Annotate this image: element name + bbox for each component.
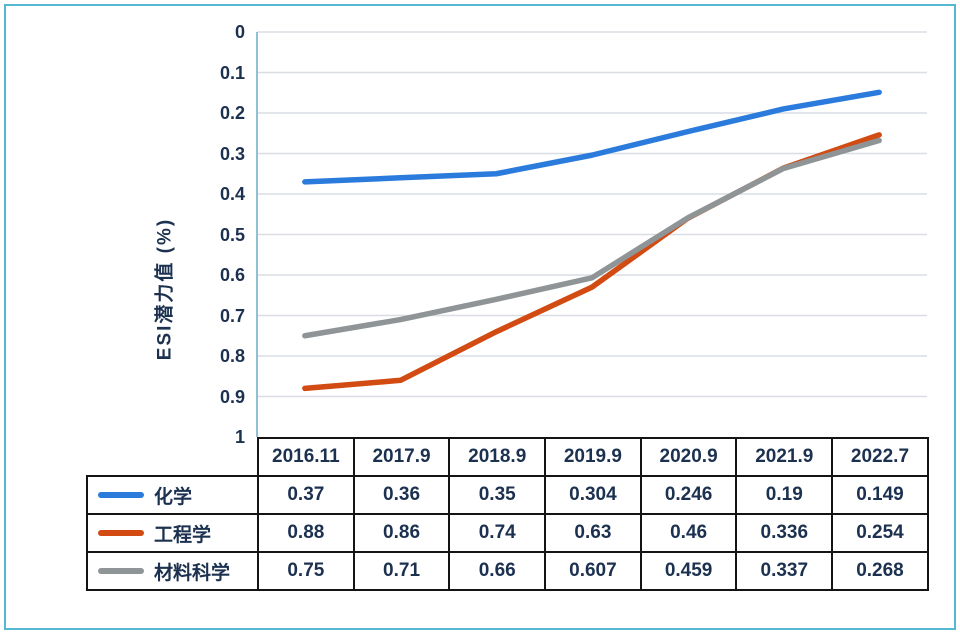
value-cell: 0.304 — [544, 475, 642, 515]
table-header-row: 2016.11 2017.9 2018.9 2019.9 2020.9 2021… — [87, 437, 929, 477]
year-header-cell: 2016.11 — [257, 437, 355, 477]
legend-line-icon — [98, 568, 144, 574]
value-cell: 0.19 — [735, 475, 834, 515]
year-header-cell: 2017.9 — [352, 437, 451, 477]
value-cell: 0.63 — [544, 513, 642, 553]
value-cell: 0.254 — [831, 513, 929, 553]
y-tick-label: 0.5 — [219, 224, 245, 245]
value-cell: 0.336 — [735, 513, 834, 553]
series-label-cell: 化学 — [86, 475, 259, 515]
value-cell: 0.459 — [639, 551, 738, 591]
year-header-cell: 2020.9 — [639, 437, 738, 477]
series-line-化学 — [302, 89, 882, 185]
y-tick-label: 0.7 — [219, 305, 245, 326]
series-line-材料科学 — [302, 137, 882, 339]
series-label: 材料科学 — [154, 562, 231, 584]
value-cell: 0.337 — [735, 551, 834, 591]
table-row: 材料科学 0.75 0.71 0.66 0.607 0.459 0.337 0.… — [86, 551, 929, 591]
y-tick-label: 0.8 — [219, 346, 245, 366]
table-row: 工程学 0.88 0.86 0.74 0.63 0.46 0.336 0.254 — [86, 513, 929, 553]
table-corner-blank — [87, 438, 258, 476]
legend-line-icon — [98, 530, 144, 536]
value-cell: 0.36 — [352, 475, 451, 515]
value-cell: 0.71 — [352, 551, 451, 591]
value-cell: 0.268 — [831, 551, 929, 591]
chart-data-table: 2016.11 2017.9 2018.9 2019.9 2020.9 2021… — [86, 437, 929, 591]
value-cell: 0.607 — [544, 551, 642, 591]
table-row: 化学 0.37 0.36 0.35 0.304 0.246 0.19 0.149 — [86, 475, 929, 515]
y-tick-label: 0.4 — [219, 184, 245, 204]
value-cell: 0.74 — [448, 513, 547, 553]
value-cell: 0.88 — [257, 513, 355, 553]
value-cell: 0.149 — [831, 475, 929, 515]
value-cell: 0.46 — [639, 513, 738, 553]
value-cell: 0.37 — [257, 475, 355, 515]
year-header-cell: 2018.9 — [448, 437, 547, 477]
year-header-cell: 2022.7 — [831, 437, 929, 477]
legend-line-icon — [98, 492, 144, 498]
value-cell: 0.75 — [257, 551, 355, 591]
y-tick-label: 0.6 — [219, 265, 245, 285]
y-tick-label: 0.3 — [219, 143, 245, 164]
y-tick-label: 1 — [234, 427, 245, 447]
y-tick-label: 0.1 — [219, 62, 245, 83]
series-label-cell: 工程学 — [86, 513, 259, 553]
value-cell: 0.86 — [352, 513, 451, 553]
year-header-cell: 2021.9 — [735, 437, 834, 477]
series-line-工程学 — [302, 132, 882, 392]
series-label: 化学 — [154, 486, 193, 508]
series-label: 工程学 — [154, 524, 212, 546]
series-label-cell: 材料科学 — [86, 551, 259, 591]
y-tick-label: 0.2 — [219, 103, 245, 123]
value-cell: 0.246 — [639, 475, 738, 515]
value-cell: 0.66 — [448, 551, 547, 591]
y-tick-label: 0.9 — [219, 386, 245, 407]
y-tick-label: 0 — [234, 22, 245, 42]
y-axis-title: ESI潜力值 (%) — [154, 217, 176, 361]
year-header-cell: 2019.9 — [544, 437, 642, 477]
value-cell: 0.35 — [448, 475, 547, 515]
